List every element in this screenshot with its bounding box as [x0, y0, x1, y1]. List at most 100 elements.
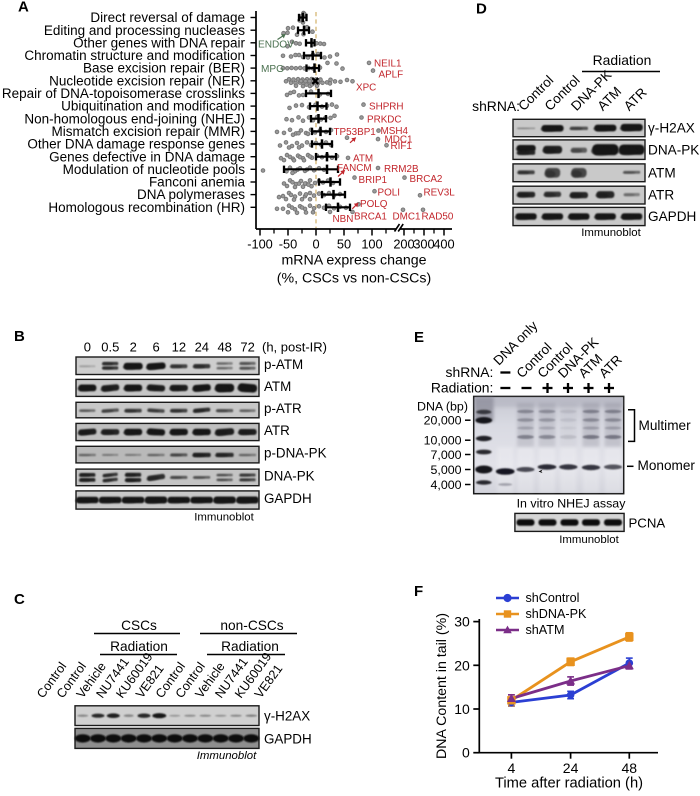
svg-text:0: 0 — [84, 340, 91, 355]
svg-text:48: 48 — [217, 340, 231, 355]
svg-text:p-ATR: p-ATR — [264, 401, 302, 416]
svg-text:24: 24 — [563, 760, 579, 776]
svg-text:p-DNA-PK: p-DNA-PK — [264, 446, 327, 461]
svg-text:DNA polymerases: DNA polymerases — [137, 187, 245, 202]
svg-text:SHPRH: SHPRH — [369, 102, 404, 113]
svg-text:PRKDC: PRKDC — [367, 115, 402, 126]
svg-text:12: 12 — [172, 340, 186, 355]
svg-text:POLI: POLI — [378, 188, 401, 199]
svg-text:2: 2 — [130, 340, 137, 355]
svg-text:20,000: 20,000 — [424, 414, 462, 428]
svg-text:Ubiquitination and modificatio: Ubiquitination and modification — [61, 99, 245, 114]
svg-text:Other DNA damage response gene: Other DNA damage response genes — [27, 137, 245, 152]
svg-text:0: 0 — [312, 237, 319, 252]
svg-text:Direct reversal of damage: Direct reversal of damage — [90, 10, 245, 25]
svg-text:DNA (bp): DNA (bp) — [417, 400, 468, 414]
svg-text:γ-H2AX: γ-H2AX — [264, 708, 310, 723]
svg-text:48: 48 — [622, 760, 638, 776]
svg-text:(h, post-IR): (h, post-IR) — [262, 340, 327, 355]
svg-text:C: C — [14, 591, 25, 608]
svg-text:Repair of DNA-topoisomerase cr: Repair of DNA-topoisomerase crosslinks — [2, 86, 245, 101]
svg-text:Immunoblot: Immunoblot — [197, 750, 257, 762]
svg-text:Editing and processing nucleas: Editing and processing nucleases — [44, 23, 245, 38]
svg-text:Immunoblot: Immunoblot — [194, 512, 254, 524]
svg-text:Other genes with DNA repair: Other genes with DNA repair — [73, 35, 245, 50]
svg-text:7,000: 7,000 — [430, 448, 461, 462]
svg-text:MPG: MPG — [261, 64, 284, 75]
svg-text:mRNA express change: mRNA express change — [281, 253, 426, 269]
svg-text:Modulation of nucleotide pools: Modulation of nucleotide pools — [63, 162, 246, 177]
svg-text:Radiation: Radiation — [221, 639, 279, 654]
svg-text:ATM: ATM — [264, 379, 291, 394]
svg-text:BRIP1: BRIP1 — [359, 175, 388, 186]
svg-text:shATM: shATM — [526, 623, 565, 637]
svg-text:200: 200 — [393, 237, 414, 252]
svg-text:CSCs: CSCs — [121, 618, 157, 633]
svg-text:NEIL1: NEIL1 — [374, 59, 402, 70]
svg-text:A: A — [18, 0, 29, 16]
svg-text:RRM2B: RRM2B — [384, 164, 419, 175]
svg-text:DNA Content in tail (%): DNA Content in tail (%) — [434, 613, 450, 759]
svg-text:GAPDH: GAPDH — [264, 491, 312, 506]
svg-text:0: 0 — [462, 745, 470, 761]
svg-text:D: D — [476, 1, 487, 18]
svg-text:ATM: ATM — [353, 154, 373, 165]
svg-text:TP53BP1: TP53BP1 — [334, 127, 377, 138]
svg-text:Immunoblot: Immunoblot — [559, 534, 619, 546]
svg-text:DMC1: DMC1 — [393, 212, 421, 223]
svg-text:Chromatin structure and modifi: Chromatin structure and modification — [24, 48, 245, 63]
svg-text:RIF1: RIF1 — [391, 141, 413, 152]
svg-text:shRNA:: shRNA: — [446, 364, 494, 380]
svg-text:RAD50: RAD50 — [422, 212, 454, 223]
svg-text:shDNA-PK: shDNA-PK — [526, 607, 587, 621]
svg-text:MSH4: MSH4 — [381, 126, 409, 137]
svg-text:24: 24 — [195, 340, 209, 355]
svg-text:Radiation:: Radiation: — [431, 380, 494, 396]
svg-text:Non-homologous end-joining (NH: Non-homologous end-joining (NHEJ) — [24, 111, 245, 126]
svg-text:-50: -50 — [279, 237, 298, 252]
svg-text:ATR: ATR — [264, 423, 290, 438]
svg-text:REV3L: REV3L — [424, 188, 456, 199]
svg-text:p-ATM: p-ATM — [264, 357, 303, 372]
svg-text:100: 100 — [361, 237, 382, 252]
svg-text:Mismatch excision repair (MMR): Mismatch excision repair (MMR) — [51, 124, 245, 139]
svg-text:4,000: 4,000 — [430, 478, 461, 492]
svg-text:300: 300 — [413, 237, 434, 252]
svg-text:MDC1: MDC1 — [385, 135, 413, 146]
svg-text:GAPDH: GAPDH — [264, 731, 312, 746]
svg-text:Radiation: Radiation — [593, 52, 652, 68]
svg-text:Time after radiation (h): Time after radiation (h) — [495, 776, 643, 792]
svg-text:POLQ: POLQ — [360, 199, 388, 210]
svg-text:4: 4 — [508, 760, 516, 776]
svg-text:-100: -100 — [247, 237, 273, 252]
svg-text:Nucleotide excision repair (NE: Nucleotide excision repair (NER) — [49, 73, 245, 88]
svg-text:6: 6 — [152, 340, 159, 355]
svg-text:72: 72 — [240, 340, 254, 355]
svg-text:Fanconi anemia: Fanconi anemia — [149, 175, 246, 190]
svg-text:DNA-PK: DNA-PK — [648, 142, 699, 157]
svg-text:0.5: 0.5 — [101, 340, 119, 355]
svg-text:Base excision repair (BER): Base excision repair (BER) — [83, 61, 245, 76]
svg-text:DNA-PK: DNA-PK — [264, 468, 315, 483]
svg-text:XPC: XPC — [356, 83, 376, 94]
svg-text:(%, CSCs vs non-CSCs): (%, CSCs vs non-CSCs) — [277, 271, 432, 287]
svg-text:30: 30 — [454, 614, 470, 630]
svg-text:BRCA2: BRCA2 — [410, 174, 443, 185]
svg-text:5,000: 5,000 — [430, 463, 461, 477]
svg-text:20: 20 — [454, 657, 470, 673]
svg-text:10: 10 — [454, 701, 470, 717]
svg-text:ATR: ATR — [648, 188, 674, 203]
svg-text:GAPDH: GAPDH — [648, 209, 696, 224]
svg-text:Genes defective in DNA damage: Genes defective in DNA damage — [49, 149, 245, 164]
svg-text:ENDOV: ENDOV — [258, 40, 294, 51]
svg-text:ATM: ATM — [648, 165, 676, 180]
svg-text:B: B — [14, 328, 25, 345]
svg-text:400: 400 — [433, 237, 454, 252]
svg-text:Homologous recombination (HR): Homologous recombination (HR) — [48, 200, 245, 215]
svg-text:Immunoblot: Immunoblot — [581, 227, 641, 239]
svg-text:APLF: APLF — [379, 70, 404, 81]
svg-text:shControl: shControl — [526, 591, 580, 605]
svg-text:non-CSCs: non-CSCs — [220, 618, 283, 633]
svg-text:shRNA:: shRNA: — [472, 98, 520, 114]
svg-text:In vitro NHEJ assay: In vitro NHEJ assay — [517, 497, 627, 511]
